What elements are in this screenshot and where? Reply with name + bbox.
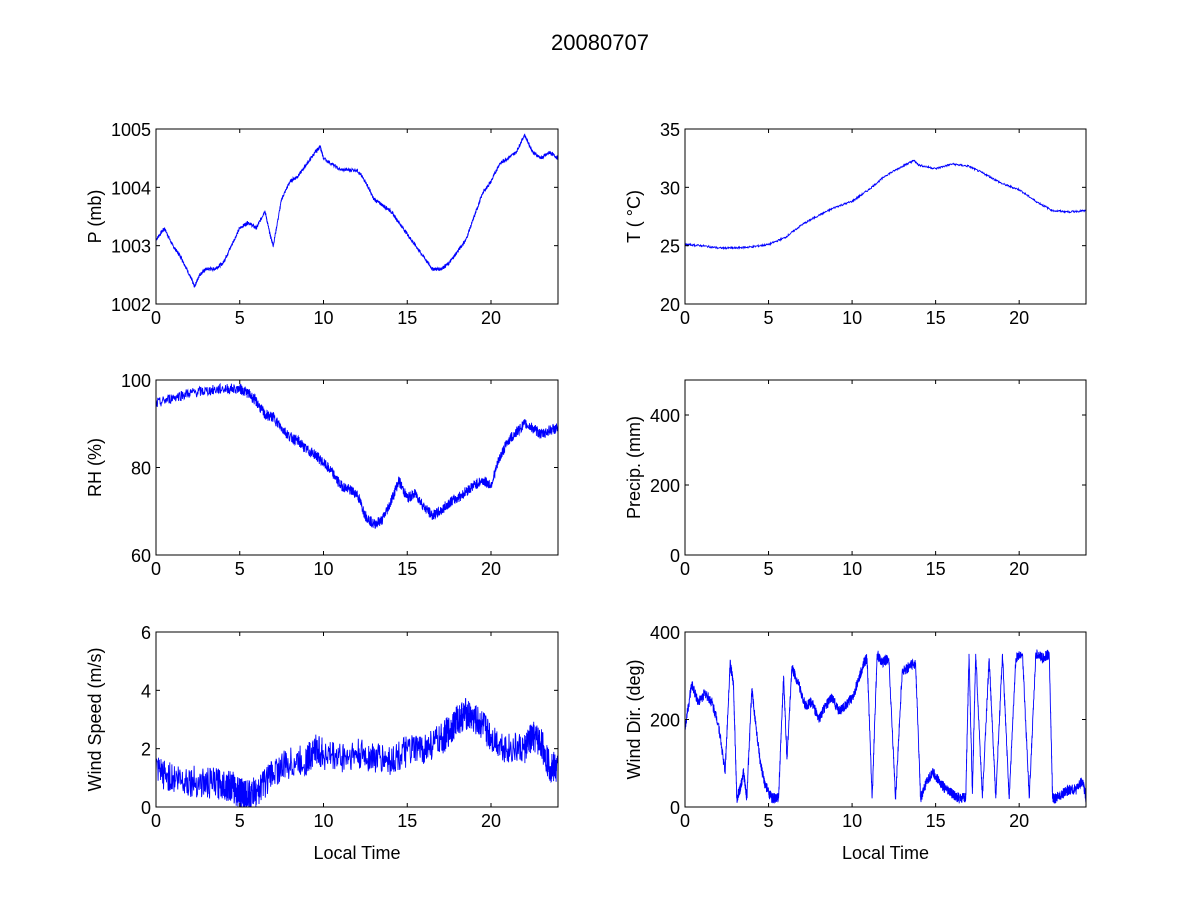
x-tick-label: 15: [397, 559, 417, 579]
y-axis-label: RH (%): [85, 438, 105, 497]
y-tick-label: 30: [660, 178, 680, 198]
y-tick-label: 0: [670, 546, 680, 566]
y-tick-label: 80: [131, 459, 151, 479]
y-tick-label: 60: [131, 546, 151, 566]
y-tick-label: 1005: [111, 120, 151, 140]
x-tick-label: 10: [842, 811, 862, 831]
series-line-humidity: [155, 382, 559, 529]
x-tick-label: 20: [481, 559, 501, 579]
x-tick-label: 5: [764, 559, 774, 579]
chart-wind-speed: 0 5 10 15 20 0 2 4 6 Wind Speed (m/s) Local Time: [85, 623, 559, 863]
x-tick-label: 10: [313, 308, 333, 328]
x-tick-label: 10: [842, 559, 862, 579]
axes-frame: [684, 128, 1087, 305]
x-tick-label: 10: [842, 308, 862, 328]
y-tick-label: 4: [141, 681, 151, 701]
x-tick-label: 5: [764, 811, 774, 831]
x-tick-label: 5: [235, 559, 245, 579]
y-axis-label: P (mb): [85, 190, 105, 244]
x-tick-label: 20: [481, 308, 501, 328]
x-tick-label: 0: [680, 308, 690, 328]
chart-pressure: 0 5 10 15 20 1002 1003 1004 1005 P (mb): [85, 120, 559, 328]
y-tick-label: 20: [660, 295, 680, 315]
series-line-pressure: [155, 133, 559, 289]
x-tick-label: 15: [397, 811, 417, 831]
x-tick-label: 10: [313, 559, 333, 579]
y-tick-label: 0: [141, 798, 151, 818]
y-tick-label: 6: [141, 623, 151, 643]
x-tick-label: 5: [235, 308, 245, 328]
y-tick-label: 25: [660, 237, 680, 257]
y-tick-label: 0: [670, 798, 680, 818]
x-axis-label: Local Time: [313, 843, 400, 863]
x-tick-label: 20: [1009, 559, 1029, 579]
y-tick-label: 35: [660, 120, 680, 140]
series-line-temperature: [684, 159, 1087, 251]
series-line-wind-speed: [155, 697, 559, 808]
y-tick-label: 200: [650, 476, 680, 496]
y-tick-label: 400: [650, 623, 680, 643]
y-tick-label: 200: [650, 711, 680, 731]
y-tick-label: 1004: [111, 178, 151, 198]
x-tick-label: 0: [151, 308, 161, 328]
series-line-wind-direction: [684, 649, 1087, 804]
y-axis-label: T ( °C): [624, 190, 644, 243]
x-tick-label: 5: [235, 811, 245, 831]
axes-frame: [155, 631, 559, 808]
x-tick-label: 20: [1009, 811, 1029, 831]
chart-humidity: 0 5 10 15 20 60 80 100 RH (%): [85, 371, 559, 579]
x-tick-label: 0: [151, 559, 161, 579]
axes-frame: [684, 379, 1087, 556]
x-tick-label: 5: [764, 308, 774, 328]
y-axis-label: Precip. (mm): [624, 416, 644, 519]
x-tick-label: 15: [926, 308, 946, 328]
axes-frame: [155, 128, 559, 305]
x-tick-label: 10: [313, 811, 333, 831]
chart-temperature: 0 5 10 15 20 20 25 30 35 T ( °C): [624, 120, 1087, 328]
x-tick-label: 0: [680, 559, 690, 579]
figure-title: 20080707: [551, 30, 649, 55]
y-tick-label: 400: [650, 406, 680, 426]
y-tick-label: 1002: [111, 295, 151, 315]
y-tick-label: 1003: [111, 237, 151, 257]
y-axis-label: Wind Speed (m/s): [85, 647, 105, 791]
x-axis-label: Local Time: [842, 843, 929, 863]
x-tick-label: 0: [151, 811, 161, 831]
y-axis-label: Wind Dir. (deg): [624, 659, 644, 779]
x-tick-label: 20: [481, 811, 501, 831]
y-tick-label: 2: [141, 740, 151, 760]
x-tick-label: 15: [926, 559, 946, 579]
x-tick-label: 0: [680, 811, 690, 831]
x-tick-label: 15: [397, 308, 417, 328]
y-tick-label: 100: [121, 371, 151, 391]
x-tick-label: 20: [1009, 308, 1029, 328]
x-tick-label: 15: [926, 811, 946, 831]
